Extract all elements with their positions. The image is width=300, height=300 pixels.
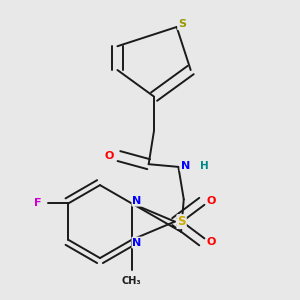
Text: F: F [34,198,41,208]
Text: N: N [132,238,142,248]
Text: CH₃: CH₃ [122,276,141,286]
Text: O: O [105,151,114,161]
Text: N: N [132,196,142,206]
Text: O: O [207,237,216,247]
Text: S: S [177,215,186,228]
Text: S: S [178,19,186,29]
Text: N: N [181,160,190,170]
Text: H: H [200,160,208,170]
Text: O: O [207,196,216,206]
